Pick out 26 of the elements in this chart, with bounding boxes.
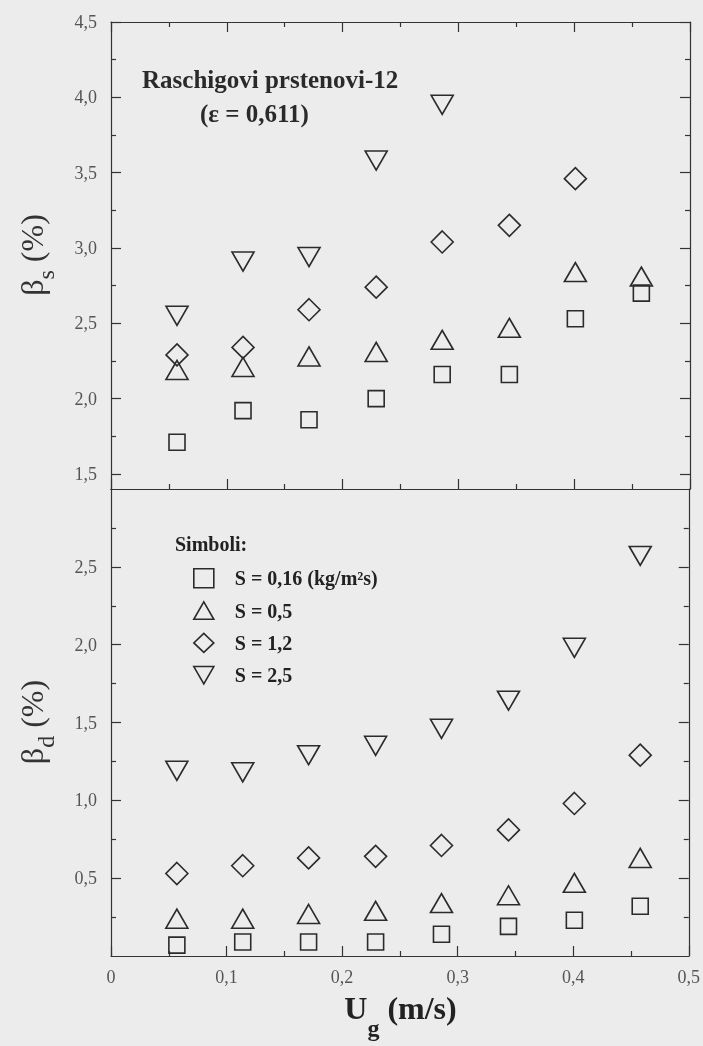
legend-label: S = 1,2 xyxy=(234,631,293,654)
y-tick-label: 2,0 xyxy=(74,634,97,655)
y-tick-label: 1,0 xyxy=(74,789,97,810)
y-tick-label: 2,0 xyxy=(74,388,97,409)
x-tick-label: 0,4 xyxy=(561,966,585,987)
legend-label: S = 2,5 xyxy=(234,663,293,686)
legend-title: Simboli: xyxy=(175,532,248,555)
x-tick-label: 0,5 xyxy=(677,966,700,987)
text: (ε = 0,611) xyxy=(200,100,309,128)
y-tick-label: 0,5 xyxy=(74,867,97,888)
y-tick-label: 1,5 xyxy=(74,463,97,484)
x-tick-label: 0,3 xyxy=(446,966,469,987)
y-tick-label: 1,5 xyxy=(74,712,97,732)
x-tick-label: 0,2 xyxy=(330,966,354,987)
y-tick-label: 4,5 xyxy=(74,12,97,32)
y-tick-label: 2,5 xyxy=(74,313,97,334)
y-tick-label: 3,0 xyxy=(74,237,97,258)
x-axis-title: U$_{g}$ (m/s) xyxy=(344,990,457,1041)
x-tick-label: 0 xyxy=(106,966,116,987)
y-tick-label: 2,5 xyxy=(74,556,97,577)
y-tick-label: 4,0 xyxy=(74,87,97,108)
y-tick-label: 3,5 xyxy=(74,162,97,183)
legend-label: S = 0,5 xyxy=(234,599,293,622)
legend-label: S = 0,16 (kg/m²s) xyxy=(234,566,378,590)
x-tick-label: 0,1 xyxy=(215,966,238,987)
text: Raschigovi prstenovi-12 xyxy=(142,66,399,93)
